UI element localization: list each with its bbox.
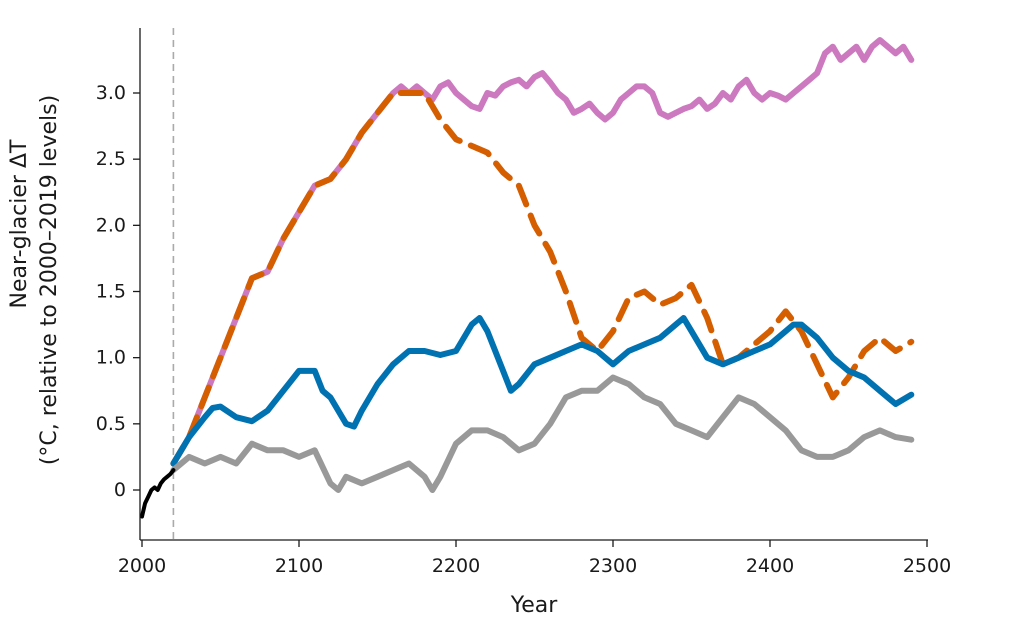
series-line-pink <box>170 37 915 467</box>
y-tick-label: 1.0 <box>96 347 126 369</box>
y-tick-label: 2.0 <box>96 214 126 236</box>
x-tick-label: 2100 <box>275 555 323 577</box>
y-tick-label: 3.0 <box>96 82 126 104</box>
y-tick-label: 0.5 <box>96 413 126 435</box>
series-line-observed <box>140 468 176 519</box>
y-axis-title-line1: Near-glacier ΔT <box>7 139 32 308</box>
x-tick-label: 2300 <box>589 555 637 577</box>
x-tick-label: 2400 <box>746 555 794 577</box>
y-tick-label: 0 <box>114 479 126 501</box>
series-line-blue <box>170 315 915 467</box>
series-line-gray <box>170 374 915 493</box>
plot-area <box>140 28 915 540</box>
y-axis-title-line2: (°C, relative to 2000–2019 levels) <box>37 95 62 465</box>
x-tick-label: 2000 <box>118 555 166 577</box>
y-ticks: 0 0.5 1.0 1.5 2.0 2.5 3.0 <box>96 82 140 501</box>
x-tick-label: 2200 <box>432 555 480 577</box>
series-line-orange-dashed <box>170 90 915 467</box>
y-tick-label: 1.5 <box>96 281 126 303</box>
y-tick-label: 2.5 <box>96 148 126 170</box>
x-tick-label: 2500 <box>903 555 951 577</box>
x-axis-title: Year <box>510 593 559 618</box>
x-ticks: 2000 2100 2200 2300 2400 2500 <box>118 540 951 577</box>
